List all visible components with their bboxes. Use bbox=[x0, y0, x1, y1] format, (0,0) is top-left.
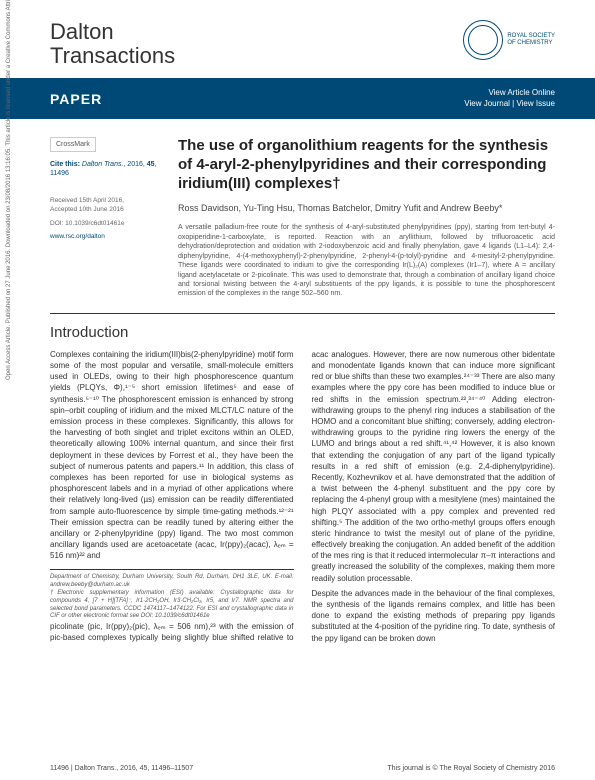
abstract: A versatile palladium-free route for the… bbox=[178, 223, 555, 299]
intro-paragraph: Complexes containing the iridium(III)bis… bbox=[50, 349, 294, 562]
page-header: Dalton Transactions ROYAL SOCIETY OF CHE… bbox=[0, 0, 595, 78]
article-header: The use of organolithium reagents for th… bbox=[178, 137, 555, 299]
citation: Cite this: Dalton Trans., 2016, 45,11496 bbox=[50, 160, 160, 178]
open-access-sidebar: Open Access Article. Published on 27 Jun… bbox=[6, 80, 12, 380]
view-links[interactable]: View Article Online View Journal | View … bbox=[464, 88, 555, 109]
author-list: Ross Davidson, Yu-Ting Hsu, Thomas Batch… bbox=[178, 203, 555, 213]
intro-paragraph: Despite the advances made in the behavio… bbox=[312, 588, 556, 644]
footnotes: Department of Chemistry, Durham Universi… bbox=[50, 574, 294, 621]
publisher-logo: ROYAL SOCIETY OF CHEMISTRY bbox=[463, 20, 555, 60]
article-title: The use of organolithium reagents for th… bbox=[178, 137, 555, 193]
article-dates: Received 15th April 2016, Accepted 10th … bbox=[50, 196, 160, 240]
meta-sidebar: CrossMark Cite this: Dalton Trans., 2016… bbox=[50, 137, 160, 299]
rsc-logo-icon bbox=[463, 20, 503, 60]
footer-left: 11496 | Dalton Trans., 2016, 45, 11496–1… bbox=[50, 765, 193, 772]
rsc-site-link[interactable]: www.rsc.org/dalton bbox=[50, 233, 105, 240]
view-article-online-link[interactable]: View Article Online bbox=[464, 88, 555, 98]
section-divider bbox=[50, 313, 555, 314]
footer-right: This journal is © The Royal Society of C… bbox=[387, 765, 555, 772]
page-footer: 11496 | Dalton Trans., 2016, 45, 11496–1… bbox=[50, 765, 555, 772]
view-journal-link[interactable]: View Journal | View Issue bbox=[464, 99, 555, 109]
paper-label: PAPER bbox=[50, 91, 102, 107]
footnote-divider bbox=[50, 569, 294, 570]
publisher-name: ROYAL SOCIETY OF CHEMISTRY bbox=[507, 33, 555, 46]
body-columns: Complexes containing the iridium(III)bis… bbox=[50, 349, 555, 646]
paper-band: PAPER View Article Online View Journal |… bbox=[0, 78, 595, 119]
journal-title: Dalton Transactions bbox=[50, 20, 175, 68]
main-content: CrossMark Cite this: Dalton Trans., 2016… bbox=[0, 119, 595, 656]
crossmark-badge[interactable]: CrossMark bbox=[50, 137, 96, 152]
intro-heading: Introduction bbox=[50, 324, 555, 341]
